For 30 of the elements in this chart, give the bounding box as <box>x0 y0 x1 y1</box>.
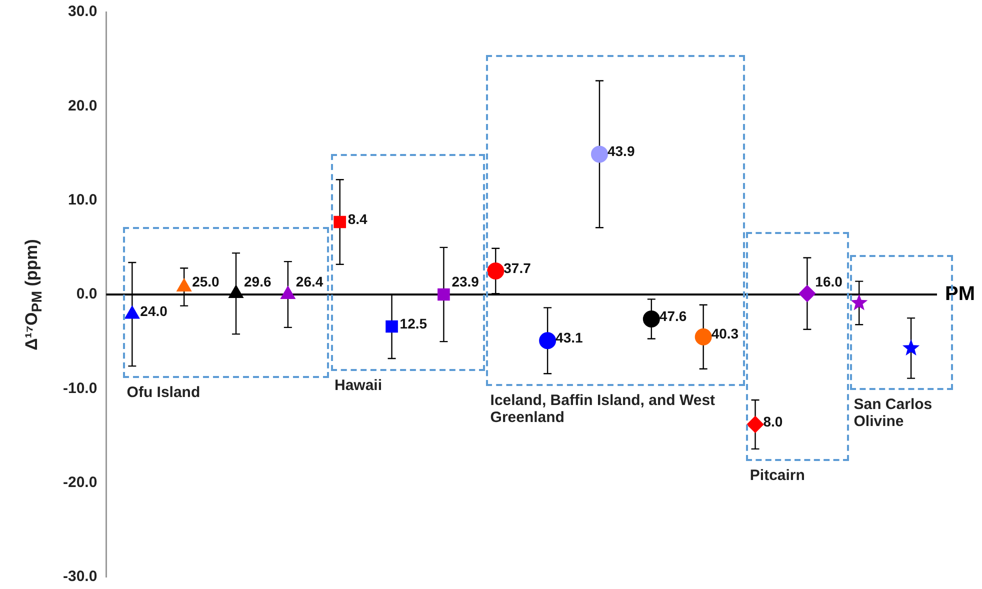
ref-line-label: PM <box>945 283 975 306</box>
y-tick-label: -20.0 <box>62 474 98 491</box>
annotation: 8.0 <box>763 413 783 430</box>
annotation: Hawaii <box>334 376 384 394</box>
y-tick-label: 30.0 <box>68 3 98 20</box>
annotation: 12.5 <box>400 315 428 332</box>
annotation: 47.6 <box>659 308 687 324</box>
annotation: 43.9 <box>607 143 635 160</box>
point <box>694 328 712 346</box>
y-tick-label: 20.0 <box>68 97 98 114</box>
annotation: 40.3 <box>711 326 739 342</box>
annotation: 25.0 <box>192 273 220 290</box>
annotation: 37.7 <box>504 260 532 276</box>
point <box>642 310 660 328</box>
annotation: 16.0 <box>815 273 843 290</box>
point <box>590 146 608 163</box>
annotation: Pitcairn <box>750 466 806 484</box>
annotation: Iceland, Baffin Island, and West Greenland <box>490 392 716 426</box>
y-tick-label: -10.0 <box>62 380 98 397</box>
y-tick-label: -30.0 <box>62 568 98 586</box>
y-tick-label: 0.0 <box>76 286 98 303</box>
y-tick-label: 10.0 <box>68 191 98 208</box>
annotation: 23.9 <box>452 273 480 290</box>
annotation: Ofu Island <box>126 384 202 402</box>
annotation: 29.6 <box>244 273 272 290</box>
annotation: San Carlos Olivine <box>854 396 934 430</box>
annotation: 43.1 <box>556 330 584 346</box>
annotation: 26.4 <box>296 273 324 290</box>
annotation: 24.0 <box>140 303 168 320</box>
annotation: 8.4 <box>348 210 368 227</box>
